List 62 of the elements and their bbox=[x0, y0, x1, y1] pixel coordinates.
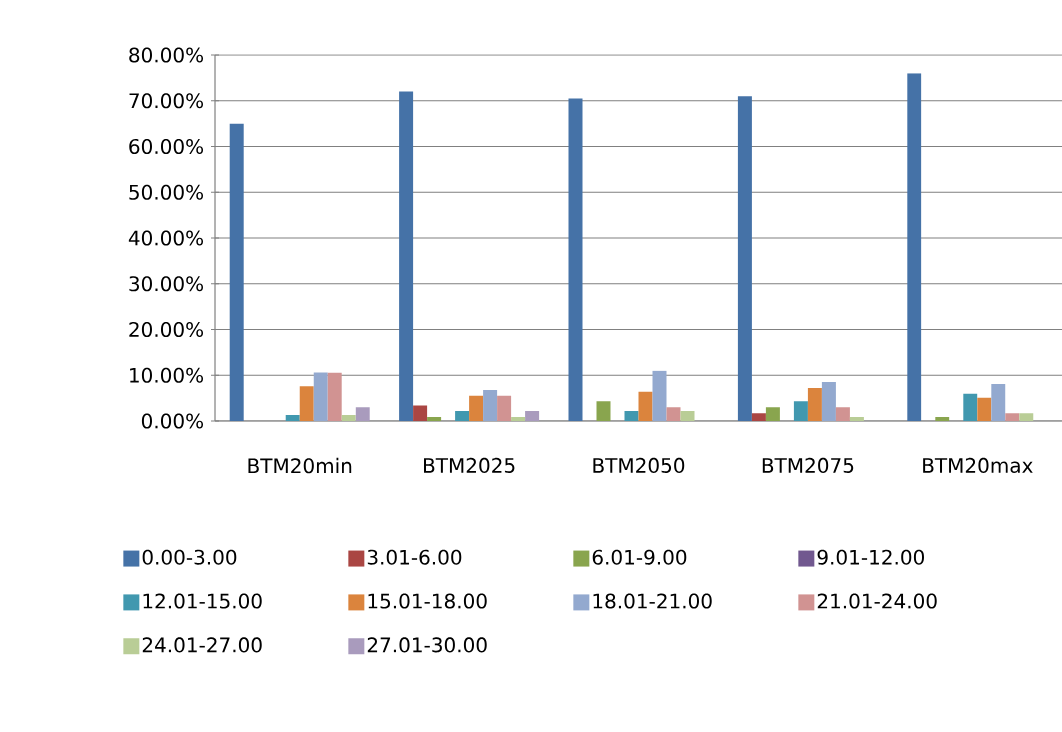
bar bbox=[427, 416, 442, 421]
bar bbox=[568, 98, 583, 421]
y-tick-label: 60.00% bbox=[129, 138, 204, 155]
bar bbox=[1019, 413, 1034, 421]
y-tick-label: 10.00% bbox=[130, 367, 204, 383]
bar bbox=[327, 372, 342, 421]
legend-label: 24.01-27.00 bbox=[142, 637, 262, 653]
bar bbox=[313, 372, 328, 421]
x-tick-label: BTM2025 bbox=[424, 457, 515, 473]
bar bbox=[413, 405, 428, 421]
y-tick-label: 30.00% bbox=[129, 276, 204, 292]
bar bbox=[525, 410, 540, 421]
y-tick-label: 50.00% bbox=[129, 184, 204, 200]
x-tick-label: BTM20max bbox=[923, 457, 1033, 473]
bar bbox=[285, 415, 300, 421]
legend-label: 3.01-6.00 bbox=[367, 549, 462, 565]
bar bbox=[680, 410, 695, 421]
legend-label: 18.01-21.00 bbox=[593, 593, 712, 609]
legend-label: 12.01-15.00 bbox=[143, 593, 262, 609]
bar bbox=[935, 416, 950, 421]
bar bbox=[737, 96, 752, 421]
legend-label: 27.01-30.00 bbox=[367, 637, 487, 653]
bar bbox=[355, 407, 370, 421]
bar bbox=[807, 388, 822, 421]
bar bbox=[624, 410, 639, 421]
x-tick-label: BTM2075 bbox=[762, 457, 854, 473]
y-tick-label: 20.00% bbox=[129, 321, 204, 338]
bar bbox=[638, 391, 653, 421]
bar bbox=[849, 416, 864, 421]
legend-label: 21.01-24.00 bbox=[817, 593, 937, 609]
bar bbox=[596, 401, 611, 421]
bar bbox=[751, 413, 766, 421]
bar bbox=[511, 416, 526, 421]
y-tick-label: 0.00% bbox=[141, 413, 204, 429]
bar bbox=[907, 73, 922, 421]
bar bbox=[469, 395, 484, 421]
bar bbox=[793, 401, 808, 421]
bar bbox=[991, 383, 1006, 421]
bar bbox=[977, 397, 992, 421]
bar bbox=[483, 389, 498, 421]
bar bbox=[821, 382, 836, 421]
bar bbox=[765, 407, 780, 421]
legend-label: 9.01-12.00 bbox=[817, 549, 924, 565]
y-tick-label: 40.00% bbox=[128, 230, 204, 246]
bar bbox=[399, 91, 414, 421]
bar bbox=[963, 393, 978, 421]
bar bbox=[835, 407, 850, 421]
x-tick-label: BTM20min bbox=[248, 457, 352, 474]
legend-label: 6.01-9.00 bbox=[592, 549, 687, 565]
bar bbox=[1005, 413, 1020, 421]
bar bbox=[652, 370, 667, 421]
bar bbox=[455, 410, 470, 421]
bar bbox=[341, 415, 356, 421]
legend-label: 15.01-18.00 bbox=[368, 593, 487, 609]
y-tick-label: 80.00% bbox=[129, 47, 204, 63]
bar bbox=[299, 386, 314, 421]
y-tick-label: 70.00% bbox=[129, 93, 204, 109]
bar bbox=[497, 395, 512, 421]
x-tick-label: BTM2050 bbox=[593, 457, 685, 473]
bar bbox=[666, 407, 681, 421]
bar bbox=[229, 123, 244, 421]
legend-label: 0.00-3.00 bbox=[142, 549, 237, 565]
